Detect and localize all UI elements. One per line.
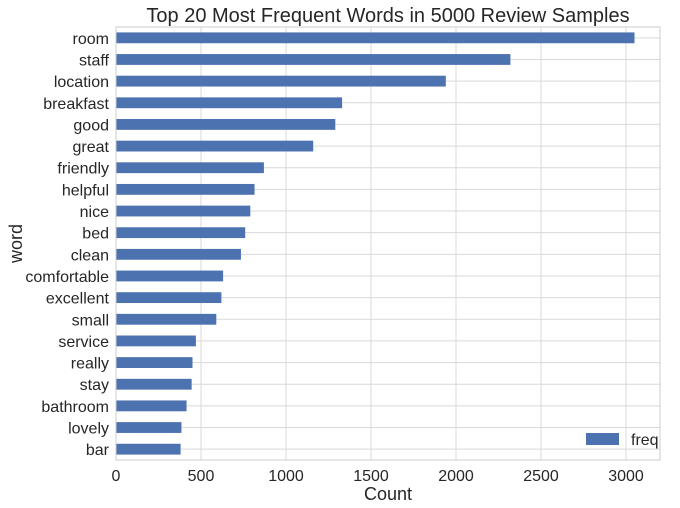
x-tick-label: 0 — [112, 468, 121, 485]
y-tick-label: room — [73, 31, 109, 48]
chart-title: Top 20 Most Frequent Words in 5000 Revie… — [146, 5, 629, 27]
y-tick-label: clean — [71, 247, 109, 264]
y-tick-label: lovely — [68, 421, 109, 438]
y-tick-label: location — [54, 74, 109, 91]
y-tick-labels: room staff location breakfast good great frien… — [25, 31, 109, 459]
legend: freq — [586, 432, 659, 449]
y-tick-label: stay — [80, 377, 109, 394]
bar-breakfast — [116, 97, 343, 109]
x-tick-label: 2500 — [523, 468, 559, 485]
bar-excellent — [116, 292, 222, 304]
bars — [116, 32, 635, 455]
y-axis-title: word — [6, 224, 26, 264]
plot-frame — [115, 26, 661, 461]
bar-good — [116, 119, 336, 130]
bar-friendly — [116, 162, 264, 174]
x-tick-label: 500 — [188, 468, 215, 485]
x-tick-label: 1500 — [353, 468, 389, 485]
x-tick-label: 3000 — [608, 468, 644, 485]
bar-bathroom — [116, 400, 187, 412]
x-tick-labels: 0 500 1000 1500 2000 2500 3000 — [112, 468, 644, 485]
bar-location — [116, 75, 446, 87]
bar-nice — [116, 205, 251, 217]
y-tick-label: nice — [80, 204, 109, 221]
y-tick-label: breakfast — [43, 96, 109, 113]
y-tick-label: friendly — [57, 161, 109, 178]
y-tick-label: good — [73, 117, 109, 134]
bar-stay — [116, 378, 192, 390]
y-tick-label: service — [58, 334, 109, 351]
bar-room — [116, 32, 635, 44]
x-tick-label: 2000 — [438, 468, 474, 485]
bar-bar — [116, 443, 181, 455]
bar-clean — [116, 248, 241, 260]
y-tick-label: bathroom — [41, 399, 109, 416]
y-tick-label: small — [72, 312, 109, 329]
y-tick-label: bar — [86, 442, 110, 459]
y-tick-label: comfortable — [25, 269, 109, 286]
bar-really — [116, 357, 193, 368]
bar-great — [116, 140, 314, 152]
y-tick-label: excellent — [46, 291, 110, 308]
y-tick-label: helpful — [62, 182, 109, 199]
x-axis-title: Count — [364, 484, 412, 504]
y-tick-label: great — [73, 139, 110, 156]
x-tick-label: 1000 — [268, 468, 304, 485]
bar-small — [116, 313, 217, 325]
bar-helpful — [116, 183, 255, 195]
legend-swatch — [586, 433, 619, 445]
bar-service — [116, 335, 196, 347]
bar-lovely — [116, 422, 182, 433]
bar-bed — [116, 227, 246, 239]
y-tick-label: really — [71, 356, 109, 373]
grid — [115, 27, 660, 460]
y-tick-label: bed — [82, 226, 109, 243]
bar-staff — [116, 54, 511, 65]
bar-comfortable — [116, 270, 224, 282]
y-tick-label: staff — [79, 52, 110, 69]
legend-label: freq — [631, 432, 659, 449]
